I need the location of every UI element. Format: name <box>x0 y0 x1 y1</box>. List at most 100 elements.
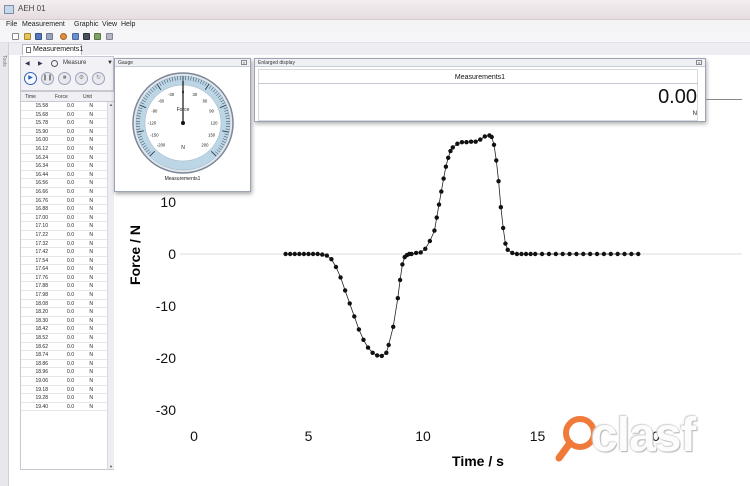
scroll-down-icon[interactable]: ▼ <box>109 464 113 469</box>
gauge-tick-label: 150 <box>208 132 216 137</box>
table-row[interactable]: 18.74 0.0 N <box>21 351 107 360</box>
table-row[interactable]: 16.44 0.0 N <box>21 171 107 180</box>
table-row[interactable]: 17.76 0.0 N <box>21 274 107 283</box>
gauge-tick <box>171 77 174 82</box>
table-row[interactable]: 17.64 0.0 N <box>21 265 107 274</box>
table-row[interactable]: 18.42 0.0 N <box>21 325 107 335</box>
column-header-force[interactable]: Force <box>55 94 68 100</box>
table-row[interactable]: 16.88 0.0 N <box>21 205 107 214</box>
tab-measurements[interactable]: Measurements1 <box>22 44 83 55</box>
cell-unit: N <box>89 154 93 161</box>
table-row[interactable]: 16.12 0.0 N <box>21 145 107 154</box>
gauge-tick <box>169 77 171 82</box>
data-point <box>519 251 524 257</box>
window-title: AEH 01 <box>18 4 46 13</box>
cell-time: 19.40 <box>35 403 48 410</box>
next-arrow-icon[interactable]: ▶ <box>38 61 43 67</box>
menu-help[interactable]: Help <box>121 21 136 28</box>
table-row[interactable]: 16.00 0.0 N <box>21 136 107 145</box>
reset-icon[interactable]: ↻ <box>92 72 105 85</box>
table-row[interactable]: 17.98 0.0 N <box>21 291 107 300</box>
table-row[interactable]: 17.88 0.0 N <box>21 282 107 292</box>
table-row[interactable]: 18.52 0.0 N <box>21 334 107 343</box>
table-row[interactable]: 17.22 0.0 N <box>21 231 107 240</box>
chevron-down-icon[interactable]: ▼ <box>107 60 113 66</box>
table-row[interactable]: 16.24 0.0 N <box>21 154 107 163</box>
table-row[interactable]: 17.54 0.0 N <box>21 257 107 266</box>
data-point <box>306 251 311 257</box>
gauge-tick <box>139 104 147 109</box>
table-row[interactable]: 19.06 0.0 N <box>21 377 107 386</box>
cell-time: 15.68 <box>35 111 48 118</box>
table-row[interactable]: 17.42 0.0 N <box>21 248 107 257</box>
table-scrollbar[interactable]: ▲ ▼ <box>107 102 114 469</box>
print-icon[interactable] <box>46 33 53 40</box>
cell-force: 0.0 <box>67 274 74 281</box>
open-folder-icon[interactable] <box>24 33 31 40</box>
table-row[interactable]: 16.56 0.0 N <box>21 179 107 188</box>
save-icon[interactable] <box>35 33 42 40</box>
table-row[interactable]: 18.30 0.0 N <box>21 317 107 326</box>
prev-arrow-icon[interactable]: ◀ <box>25 61 30 67</box>
gauge-tick-label: 60 <box>203 99 208 104</box>
chart-icon[interactable] <box>94 33 101 40</box>
cell-unit: N <box>89 378 93 384</box>
display-pointer-line <box>706 99 742 100</box>
gauge-panel[interactable]: Gauge × -200-150-120-90-60-3003060901201… <box>114 58 251 192</box>
table-row[interactable]: 18.20 0.0 N <box>21 308 107 317</box>
copy-icon[interactable] <box>72 33 79 40</box>
data-point <box>310 251 316 257</box>
gauge-tick-label: 30 <box>193 92 198 97</box>
gauge-tick <box>216 92 220 96</box>
y-tick-label: -10 <box>156 298 176 314</box>
play-button[interactable]: ▶ <box>24 72 37 85</box>
side-toolbox[interactable]: Tools <box>0 43 9 486</box>
close-icon[interactable]: × <box>241 60 247 65</box>
title-bar: AEH 01 <box>0 0 750 20</box>
table-row[interactable]: 16.66 0.0 N <box>21 188 107 197</box>
menu-graphic[interactable]: Graphic <box>74 21 99 28</box>
column-header-unit[interactable]: Unit <box>83 94 92 100</box>
menu-file[interactable]: File <box>6 21 18 28</box>
cell-unit: N <box>89 171 93 178</box>
data-point <box>478 137 483 142</box>
stop-button[interactable]: ■ <box>58 72 71 85</box>
table-row[interactable]: 19.18 0.0 N <box>21 386 107 395</box>
gauge-tick <box>142 145 147 148</box>
enlarged-display-panel[interactable]: Enlarged display × Measurements1 0.00 N <box>254 58 706 122</box>
cell-unit: N <box>89 111 93 118</box>
table-row[interactable]: 15.58 0.0 N <box>21 102 107 111</box>
table-row[interactable]: 17.32 0.0 N <box>21 240 107 249</box>
table-row[interactable]: 15.68 0.0 N <box>21 111 107 120</box>
close-icon[interactable]: × <box>696 60 702 65</box>
scroll-up-icon[interactable]: ▲ <box>109 102 113 107</box>
column-header-time[interactable]: Time <box>25 94 36 100</box>
table-row[interactable]: 17.00 0.0 N <box>21 214 107 223</box>
table-row[interactable]: 18.96 0.0 N <box>21 368 107 377</box>
gauge-tick <box>144 147 148 151</box>
zoom-icon[interactable] <box>106 33 113 40</box>
data-point <box>500 225 506 231</box>
cell-unit: N <box>89 231 93 238</box>
record-icon[interactable] <box>60 33 67 40</box>
table-row[interactable]: 15.90 0.0 N <box>21 128 107 137</box>
table-row[interactable]: 19.40 0.0 N <box>21 403 107 412</box>
table-row[interactable]: 19.28 0.0 N <box>21 394 107 403</box>
table-row[interactable]: 18.62 0.0 N <box>21 343 107 352</box>
menu-measurement[interactable]: Measurement <box>22 21 65 28</box>
table-row[interactable]: 18.08 0.0 N <box>21 300 107 309</box>
pause-button[interactable]: ❚❚ <box>41 72 54 85</box>
table-row[interactable]: 16.76 0.0 N <box>21 197 107 206</box>
table-icon[interactable] <box>83 33 90 40</box>
cell-time: 19.28 <box>35 395 48 402</box>
gauge-tick <box>219 97 223 101</box>
table-row[interactable]: 18.86 0.0 N <box>21 360 107 369</box>
mode-selector[interactable]: Measure <box>63 60 87 66</box>
table-row[interactable]: 15.78 0.0 N <box>21 119 107 128</box>
new-file-icon[interactable] <box>12 33 19 40</box>
settings-icon[interactable]: ⚙ <box>75 72 88 85</box>
table-row[interactable]: 17.10 0.0 N <box>21 222 107 231</box>
menu-view[interactable]: View <box>102 21 118 28</box>
table-row[interactable]: 16.34 0.0 N <box>21 162 107 171</box>
